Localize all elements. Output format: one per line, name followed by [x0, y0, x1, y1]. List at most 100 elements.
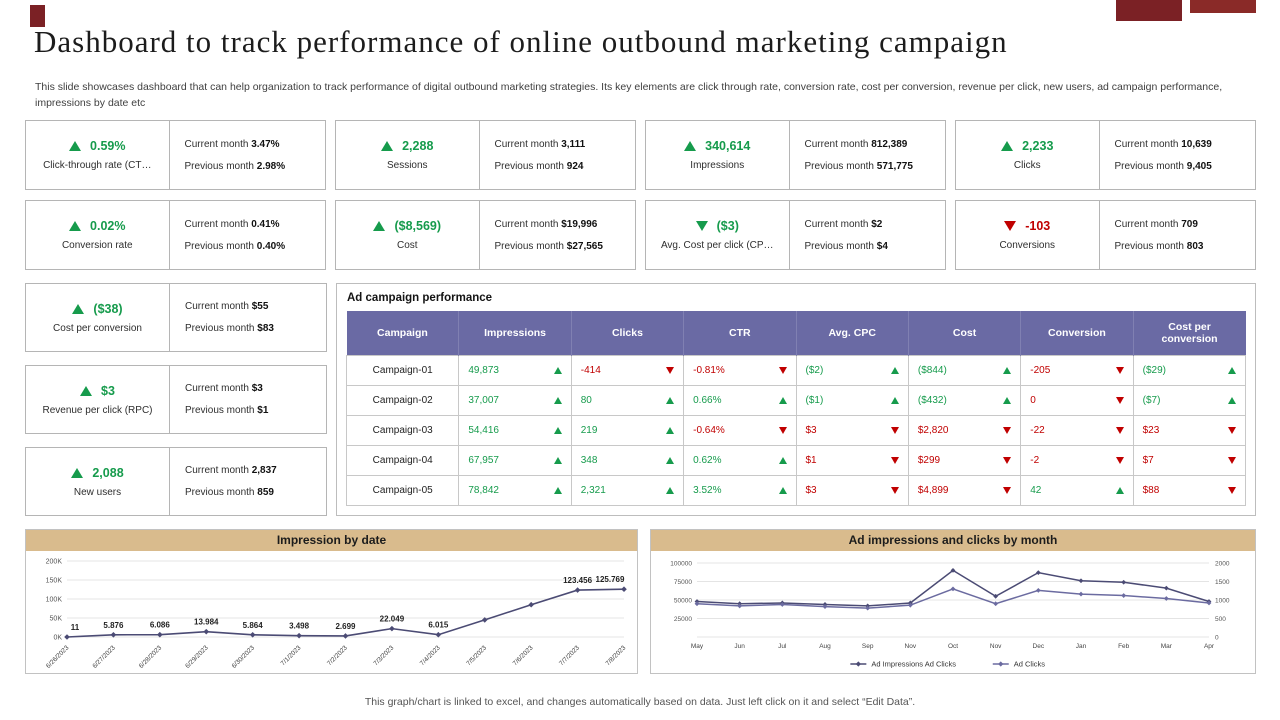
kpi-side-column: ($38) Cost per conversion Current month $5… [25, 283, 327, 516]
trend-up-icon [778, 487, 787, 494]
svg-text:3.498: 3.498 [289, 622, 310, 631]
cell-value: 54,416 [468, 425, 499, 436]
svg-text:6/26/2023: 6/26/2023 [45, 644, 71, 670]
svg-text:6.086: 6.086 [150, 621, 171, 630]
cell-clicks: 2,321 [570, 475, 685, 506]
cell-avg-cpc: $3 [795, 475, 909, 506]
svg-text:1500: 1500 [1215, 579, 1230, 586]
kpi-label: Revenue per click (RPC) [42, 404, 153, 416]
svg-text:6/29/2023: 6/29/2023 [184, 644, 210, 670]
cell-cost-per-conversion: ($7) [1132, 385, 1247, 416]
svg-text:2000: 2000 [1215, 561, 1230, 568]
decoration-top-right-1 [1116, 0, 1182, 21]
svg-text:Jun: Jun [734, 643, 745, 650]
svg-text:22.049: 22.049 [380, 615, 405, 624]
kpi-months: Current month $19,996 Previous month $27,… [480, 201, 635, 269]
kpi-card: 340,614 Impressions Current month 812,389 P… [645, 120, 946, 190]
trend-up-icon [373, 221, 386, 231]
kpi-summary: 2,088 New users [26, 448, 170, 515]
kpi-previous-month: Previous month 924 [494, 160, 584, 172]
svg-text:0K: 0K [53, 635, 62, 642]
svg-text:50K: 50K [50, 616, 63, 623]
kpi-months: Current month 3,111 Previous month 924 [480, 121, 635, 189]
cell-value: ($844) [917, 365, 947, 376]
svg-text:7/3/2023: 7/3/2023 [372, 644, 395, 667]
kpi-delta: 2,288 [381, 139, 433, 153]
kpi-summary: 2,288 Sessions [336, 121, 480, 189]
kpi-months: Current month 10,639 Previous month 9,405 [1100, 121, 1255, 189]
trend-up-icon [381, 141, 394, 151]
column-header-impressions: Impressions [458, 311, 572, 356]
ad-impressions-clicks-chart[interactable]: Ad impressions and clicks by month 10000… [650, 529, 1256, 674]
cell-campaign: Campaign-01 [345, 355, 460, 386]
kpi-delta: 340,614 [684, 139, 750, 153]
cell-ctr: -0.64% [683, 415, 797, 446]
svg-text:150K: 150K [46, 578, 63, 585]
cell-value: 0.66% [693, 395, 722, 406]
cell-campaign: Campaign-04 [345, 445, 460, 476]
trend-up-icon [666, 487, 675, 494]
trend-up-icon [553, 487, 562, 494]
cell-value: $1 [805, 455, 817, 466]
cell-value: -22 [1030, 425, 1045, 436]
trend-up-icon [553, 427, 562, 434]
kpi-summary: $3 Revenue per click (RPC) [26, 366, 170, 433]
svg-text:1000: 1000 [1215, 598, 1230, 605]
svg-text:7/2/2023: 7/2/2023 [326, 644, 349, 667]
trend-up-icon [69, 221, 82, 231]
kpi-previous-month: Previous month $4 [804, 240, 888, 252]
kpi-label: Cost per conversion [53, 322, 142, 334]
cell-value: ($1) [805, 395, 824, 406]
table-row: Campaign-05 78,842 2,321 3.52% $3 $4,899 42 $88 [345, 475, 1247, 506]
kpi-label: Conversions [999, 240, 1056, 251]
svg-text:Nov: Nov [990, 643, 1002, 650]
kpi-months: Current month 3.47% Previous month 2.98% [170, 121, 325, 189]
svg-text:6/28/2023: 6/28/2023 [138, 644, 164, 670]
table-header-row: Campaign Impressions Clicks CTR Avg. CPC Cost… [346, 311, 1246, 356]
svg-text:75000: 75000 [674, 579, 692, 586]
trend-up-icon [72, 303, 85, 314]
kpi-delta-value: 2,233 [1022, 139, 1054, 153]
svg-text:500: 500 [1215, 616, 1226, 623]
kpi-current-month: Current month 3,111 [494, 138, 586, 150]
cell-clicks: -414 [570, 355, 685, 386]
kpi-summary: ($38) Cost per conversion [26, 284, 170, 351]
svg-text:6.015: 6.015 [428, 621, 449, 630]
trend-up-icon [1228, 367, 1236, 374]
impression-by-date-chart[interactable]: Impression by date 0K 50K 100K 150K 200K 11 6/… [25, 529, 638, 674]
kpi-label: Click-through rate (CT… [43, 160, 152, 171]
cell-avg-cpc: $1 [795, 445, 909, 476]
kpi-current-month: Current month 812,389 [804, 138, 908, 150]
svg-text:50000: 50000 [674, 598, 692, 605]
cell-value: 78,842 [468, 485, 499, 496]
trend-up-icon [666, 427, 675, 434]
kpi-delta-value: 2,288 [402, 139, 434, 153]
trend-down-icon [1228, 487, 1236, 494]
cell-ctr: 0.66% [683, 385, 797, 416]
cell-value: 219 [580, 425, 598, 436]
kpi-months: Current month $3 Previous month $1 [170, 366, 326, 433]
campaign-table-panel: Ad campaign performance Campaign Impressi… [336, 283, 1256, 516]
trend-down-icon [890, 427, 899, 434]
kpi-current-month: Current month $55 [185, 301, 269, 312]
trend-up-icon [71, 467, 84, 478]
trend-down-icon [1004, 221, 1017, 231]
svg-text:7/1/2023: 7/1/2023 [280, 644, 303, 667]
kpi-label: Cost [396, 240, 418, 251]
trend-up-icon [890, 397, 899, 404]
svg-text:123.456: 123.456 [563, 576, 592, 585]
trend-down-icon [778, 367, 787, 374]
trend-down-icon [1115, 367, 1124, 374]
trend-down-icon [695, 221, 708, 231]
cell-value: 348 [580, 455, 598, 466]
kpi-card: 0.02% Conversion rate Current month 0.41% P… [25, 200, 326, 270]
trend-down-icon [890, 487, 899, 494]
kpi-label: Impressions [690, 160, 745, 171]
svg-text:5.876: 5.876 [103, 621, 124, 630]
trend-up-icon [553, 457, 562, 464]
kpi-label: Avg. Cost per click (CP… [660, 240, 774, 251]
cell-value: $3 [805, 425, 817, 436]
footer-note: This graph/chart is linked to excel, and… [364, 696, 916, 708]
cell-avg-cpc: ($1) [795, 385, 909, 416]
